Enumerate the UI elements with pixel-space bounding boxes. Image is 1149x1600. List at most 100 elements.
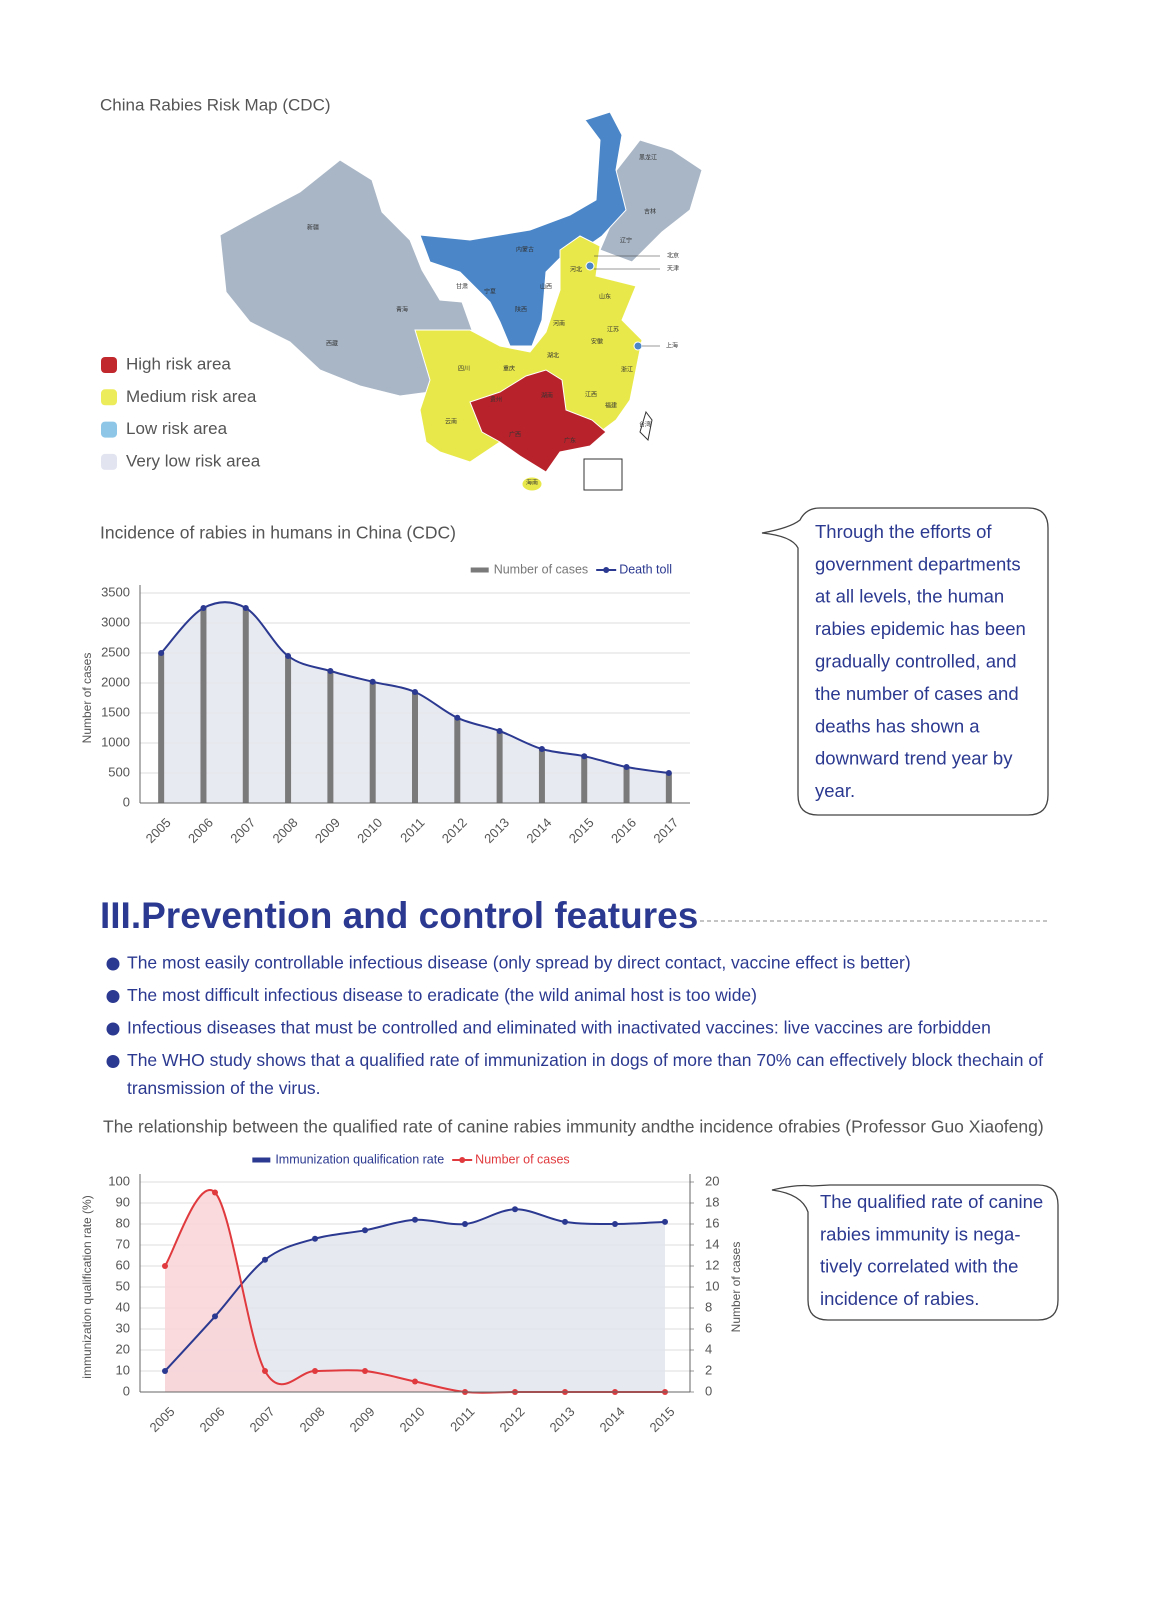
legend-swatch [101, 453, 117, 470]
province-label: 西藏 [326, 340, 338, 348]
y2-tick-label: 18 [705, 1194, 719, 1209]
province-label: 湖北 [547, 352, 559, 360]
callout-text: The qualified rate of canine [820, 1191, 1043, 1212]
x-tick-label: 2005 [143, 815, 174, 846]
bar [412, 692, 418, 803]
bar [665, 773, 672, 803]
legend-swatch [252, 1157, 271, 1163]
point [662, 1218, 668, 1225]
province-label: 宁夏 [484, 288, 496, 296]
province-label: 北京 [667, 252, 679, 260]
point [262, 1256, 268, 1263]
bar [538, 749, 545, 803]
x-tick-label: 2011 [397, 815, 427, 845]
point [212, 1313, 218, 1320]
chart-title: Incidence of rabies in humans in China (… [100, 523, 456, 543]
province-label: 吉林 [644, 208, 656, 216]
point [412, 1378, 418, 1385]
callout-box [771, 1184, 1059, 1321]
legend-swatch [459, 1157, 466, 1163]
x-tick-label: 2014 [523, 815, 554, 846]
y-tick-label: 500 [108, 764, 130, 779]
bar [454, 717, 461, 803]
bar [327, 671, 334, 803]
x-tick-label: 2012 [439, 815, 470, 846]
point [454, 714, 461, 721]
point [665, 770, 672, 776]
bullet-dot [106, 1055, 120, 1068]
province-label: 辽宁 [620, 237, 632, 245]
y2-tick-label: 0 [705, 1383, 712, 1398]
bar [242, 608, 249, 803]
point [612, 1221, 618, 1227]
x-tick-label: 2010 [396, 1404, 427, 1435]
y2-tick-label: 4 [705, 1341, 712, 1356]
y2-tick-label: 20 [705, 1173, 719, 1188]
point [312, 1368, 318, 1374]
x-tick-label: 2015 [646, 1404, 677, 1435]
y-tick-label: 0 [123, 1383, 130, 1398]
bullet-text: transmission of the virus. [127, 1078, 321, 1098]
callout-text: the number of cases and [815, 683, 1019, 704]
legend-label: High risk area [126, 354, 231, 373]
x-tick-label: 2012 [496, 1404, 527, 1435]
province-label: 河北 [570, 266, 582, 274]
point [369, 678, 376, 685]
bar [369, 681, 376, 803]
callout-text: rabies immunity is nega- [820, 1223, 1021, 1244]
area [165, 1189, 665, 1393]
legend-swatch [101, 421, 117, 438]
x-tick-label: 2011 [447, 1404, 477, 1434]
legend-label: Number of cases [494, 562, 588, 576]
province-label: 黑龙江 [639, 154, 657, 162]
x-tick-label: 2008 [270, 815, 301, 846]
y-tick-label: 10 [116, 1362, 130, 1377]
province-label: 山东 [599, 293, 611, 301]
section-heading: III.Prevention and control features [100, 895, 698, 936]
province-label: 江苏 [607, 326, 619, 334]
legend-label: Immunization qualification rate [275, 1152, 444, 1166]
y-tick-label: 30 [116, 1320, 130, 1335]
callout-text: government departments [815, 553, 1021, 574]
y2-tick-label: 2 [705, 1362, 712, 1377]
y-tick-label: 3500 [101, 584, 130, 599]
callout-text: deaths has shown a [815, 715, 980, 736]
bullet-text: The most difficult infectious disease to… [127, 985, 757, 1005]
y-tick-label: 2000 [101, 674, 130, 689]
china-map [219, 111, 703, 492]
province-label: 福建 [605, 402, 617, 410]
point [362, 1227, 368, 1234]
callout-text: incidence of rabies. [820, 1288, 979, 1309]
bar [200, 608, 207, 803]
y-tick-label: 0 [123, 794, 130, 809]
point [362, 1368, 368, 1374]
legend: Immunization qualification rate Number of… [252, 1152, 570, 1166]
y-axis-title: immunization qualification rate (%) [80, 1195, 94, 1378]
point [581, 753, 588, 760]
province-label: 安徽 [591, 338, 603, 346]
province-label: 上海 [666, 342, 678, 350]
bullet-dot [106, 990, 120, 1003]
y2-tick-label: 12 [705, 1257, 719, 1272]
bar [158, 653, 165, 803]
x-tick-label: 2006 [185, 815, 216, 846]
legend-swatch [470, 567, 489, 573]
point [512, 1206, 518, 1213]
point [162, 1368, 168, 1374]
x-tick-label: 2008 [296, 1404, 327, 1435]
point [496, 728, 503, 734]
legend: Number of cases Death toll [470, 562, 672, 576]
map-title: China Rabies Risk Map (CDC) [100, 95, 331, 114]
legend-swatch [101, 389, 117, 406]
province-label: 贵州 [490, 396, 502, 404]
y2-tick-label: 8 [705, 1299, 712, 1314]
x-tick-label: 2009 [312, 815, 343, 846]
province-label: 内蒙古 [516, 246, 534, 254]
y2-axis-title: Number of cases [729, 1242, 743, 1333]
point [327, 668, 334, 674]
bullet-text: The WHO study shows that a qualified rat… [127, 1050, 1043, 1070]
y2-tick-label: 6 [705, 1320, 712, 1335]
chart-title: The relationship between the qualified r… [103, 1117, 1044, 1137]
province-label: 天津 [667, 266, 679, 273]
